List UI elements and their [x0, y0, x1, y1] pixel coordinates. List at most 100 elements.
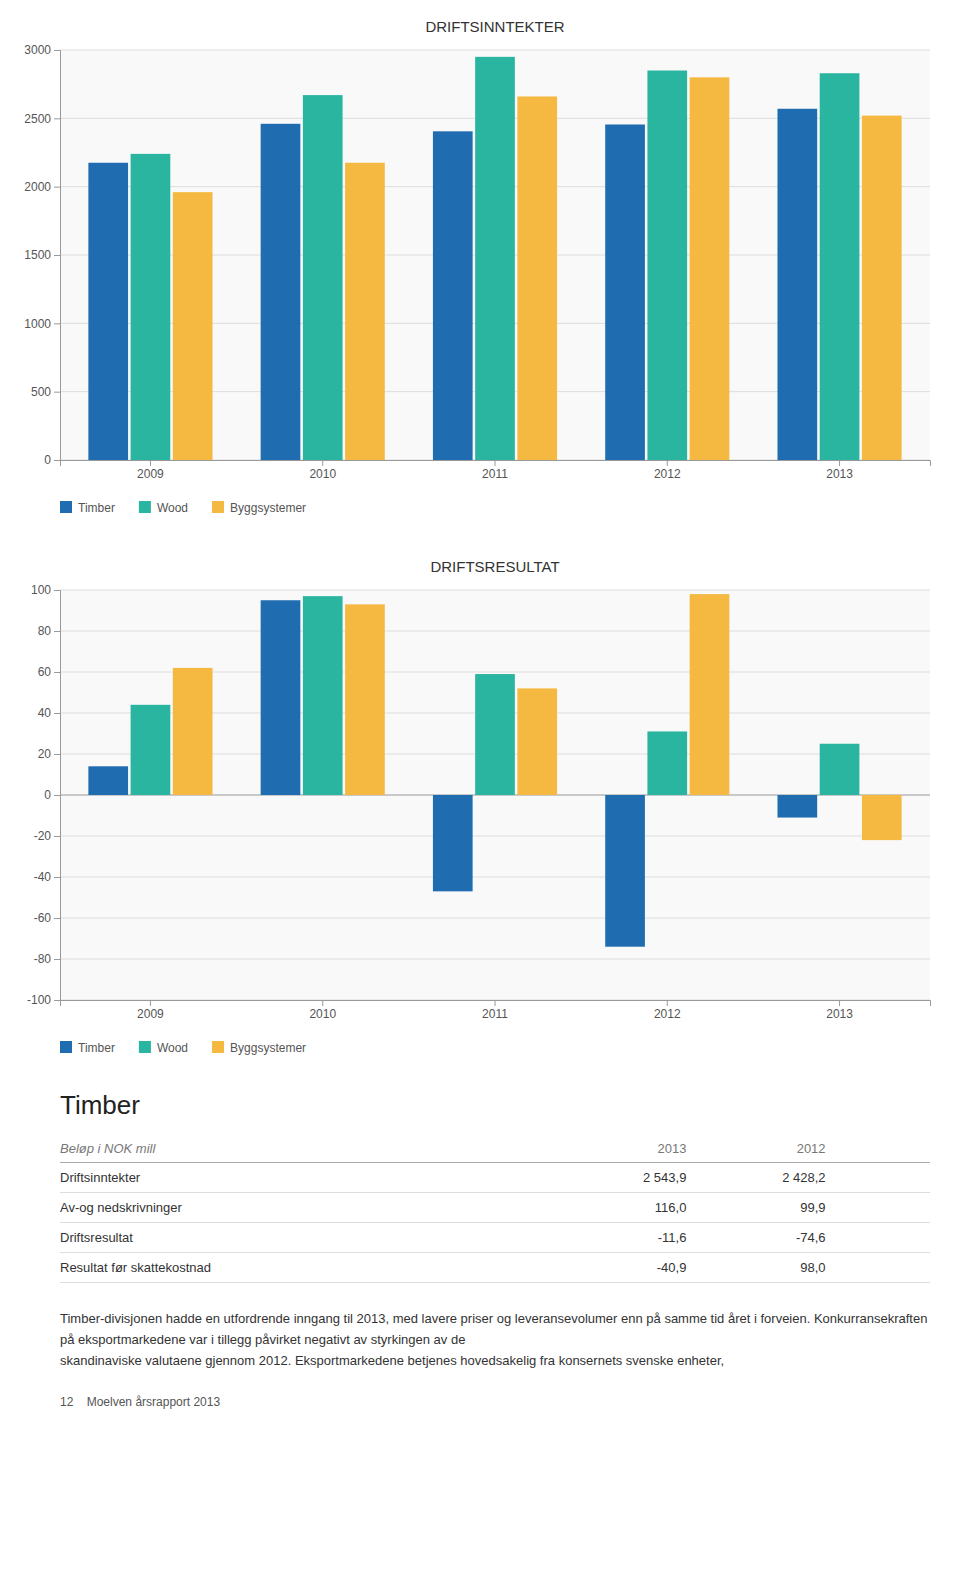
legend-label: Wood: [157, 1041, 188, 1055]
y-tick: -100: [27, 993, 60, 1007]
y-tick-label: -100: [27, 993, 51, 1007]
table-header-cell: 2012: [686, 1135, 825, 1163]
bar: [862, 795, 902, 840]
y-tick: 2500: [24, 112, 60, 126]
table-cell: -74,6: [686, 1223, 825, 1253]
text-section: TimberBeløp i NOK mill20132012Driftsinnt…: [0, 1080, 960, 1409]
grid-line: [60, 631, 930, 632]
x-tick: 2010: [309, 1000, 336, 1021]
y-tick-mark: [54, 590, 60, 591]
chart-title: DRIFTSRESULTAT: [430, 558, 559, 575]
chart: 0500100015002000250030002009201020112012…: [0, 0, 960, 540]
y-tick-label: 2500: [24, 112, 51, 126]
charts: 0 500 1000 1500 2000 2500 3000 2009 2010 2011 2012…: [0, 0, 960, 1080]
x-tick-mark: [322, 1000, 323, 1006]
y-tick: -60: [34, 911, 60, 925]
y-tick-mark: [54, 836, 60, 837]
x-tick: 2011: [482, 1000, 508, 1021]
x-tick-label: 2010: [309, 1007, 336, 1021]
bar: [261, 600, 301, 795]
x-tick-mark: [322, 460, 323, 466]
chart-title: DRIFTSINNTEKTER: [425, 18, 564, 35]
bar: [131, 705, 171, 795]
y-tick-label: 0: [44, 788, 51, 802]
footer-text: 12 Moelven årsrapport 2013: [60, 1395, 930, 1409]
bar-series: [131, 596, 860, 795]
bars: [88, 594, 901, 947]
y-axis-line: [54, 591, 61, 1001]
table-cell: Av-og nedskrivninger: [60, 1193, 547, 1223]
bar: [820, 744, 860, 795]
grid-line: [60, 50, 930, 51]
x-tick-label: 2011: [482, 1007, 508, 1021]
legend: Timber Wood Byggsystemer: [60, 501, 306, 515]
grid: [60, 590, 930, 1000]
y-tick-mark: [54, 255, 60, 256]
x-tick-label: 2011: [482, 467, 508, 481]
grid: [60, 50, 930, 460]
x-tick-mark: [150, 460, 151, 466]
plot: 0500100015002000250030002009201020112012…: [24, 43, 930, 480]
x-tick: 2012: [654, 460, 681, 481]
y-tick-label: 1500: [24, 248, 51, 262]
grid-line: [60, 959, 930, 960]
bar: [303, 95, 343, 460]
legend-swatch: [212, 1041, 224, 1053]
legend-label: Byggsystemer: [230, 501, 306, 515]
plot-background: [60, 50, 930, 460]
x-tick-label: 2013: [826, 467, 853, 481]
legend-item: Wood: [139, 501, 188, 515]
bar: [433, 795, 473, 891]
legend-label: Byggsystemer: [230, 1041, 306, 1055]
bar: [605, 124, 645, 460]
bar: [647, 71, 687, 461]
plot-background: [60, 590, 930, 1000]
y-tick-label: 3000: [24, 43, 51, 57]
bar: [690, 594, 730, 795]
bar: [131, 154, 171, 460]
y-tick-label: -80: [34, 952, 52, 966]
y-tick-mark: [54, 392, 60, 393]
y-tick-label: 0: [44, 453, 51, 467]
table-cell: -40,9: [547, 1253, 686, 1283]
x-tick-label: 2012: [654, 467, 681, 481]
y-tick-mark: [54, 713, 60, 714]
bar: [777, 795, 817, 818]
grid-line: [60, 918, 930, 919]
bar: [173, 668, 213, 795]
legend-swatch: [60, 501, 72, 513]
y-tick: 1500: [24, 248, 60, 262]
bar: [173, 192, 213, 460]
y-tick-mark: [54, 50, 60, 51]
bar: [647, 731, 687, 795]
y-tick-label: 2000: [24, 180, 51, 194]
y-tick: 40: [38, 706, 60, 720]
x-tick-label: 2009: [137, 1007, 164, 1021]
table-spacer: [826, 1253, 930, 1283]
x-axis: 20092010201120122013: [61, 1000, 931, 1021]
table-row: Driftsinntekter2 543,92 428,2: [60, 1163, 930, 1193]
y-tick: 1000: [24, 317, 60, 331]
grid-line: [60, 590, 930, 591]
x-tick-mark: [495, 460, 496, 466]
table-cell: 99,9: [686, 1193, 825, 1223]
y-tick-mark: [54, 631, 60, 632]
y-tick: 500: [31, 385, 60, 399]
x-tick-mark: [150, 1000, 151, 1006]
y-tick: 2000: [24, 180, 60, 194]
y-tick-label: 500: [31, 385, 51, 399]
table-header-cell: Beløp i NOK mill: [60, 1135, 547, 1163]
bar-series: [131, 57, 860, 460]
x-tick-label: 2009: [137, 467, 164, 481]
x-tick-mark: [495, 1000, 496, 1006]
table-spacer: [826, 1163, 930, 1193]
x-tick: 2011: [482, 460, 508, 481]
y-tick-label: 20: [38, 747, 52, 761]
table-cell: Driftsresultat: [60, 1223, 547, 1253]
legend-item: Byggsystemer: [212, 501, 306, 515]
bar: [605, 795, 645, 947]
bar: [303, 596, 343, 795]
legend-label: Timber: [78, 501, 115, 515]
x-tick-mark: [667, 1000, 668, 1006]
x-tick: 2013: [826, 460, 853, 481]
